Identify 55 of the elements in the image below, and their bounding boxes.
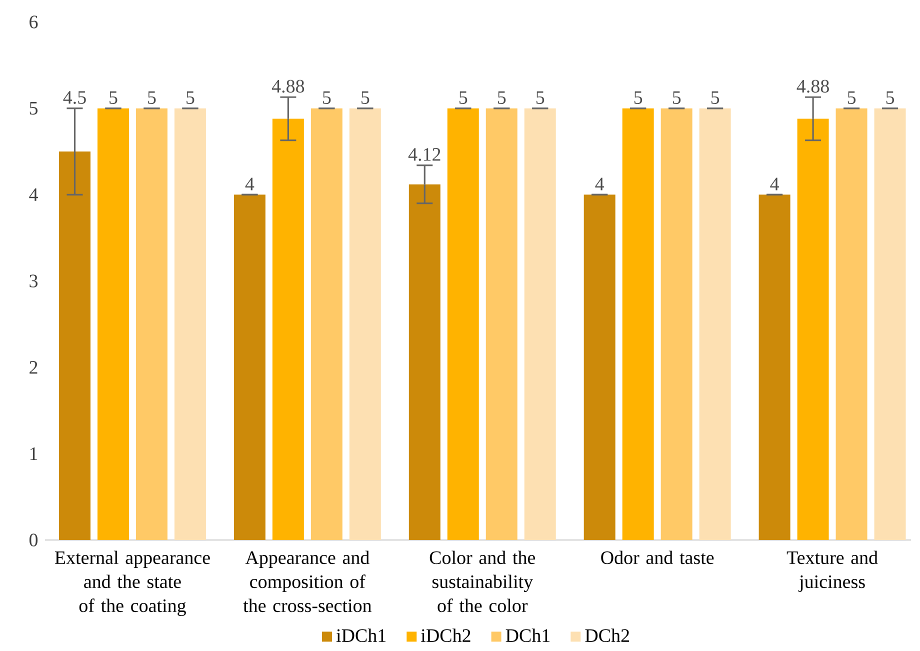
- bar: [136, 108, 168, 540]
- bar: [797, 118, 829, 540]
- x-tick-label: External appearance and the state of the coating: [54, 550, 210, 616]
- bar: [874, 108, 906, 540]
- data-label: 5: [711, 91, 720, 104]
- data-label: 4.88: [796, 80, 829, 93]
- bar: [408, 184, 440, 540]
- bar: [486, 108, 518, 540]
- y-tick-label: 0: [29, 534, 38, 546]
- x-tick-label: Color and the sustainability of the color: [430, 550, 536, 612]
- bar: [660, 108, 692, 540]
- y-tick-label: 5: [30, 102, 38, 115]
- bar: [524, 108, 556, 540]
- legend-label: DCh1: [506, 628, 550, 642]
- bar: [234, 194, 266, 540]
- data-label: 5: [672, 91, 681, 104]
- data-label: 5: [110, 91, 118, 104]
- legend-label: DCh2: [585, 628, 629, 642]
- y-tick-label: 4: [29, 188, 38, 201]
- legend-label: iDCh2: [421, 628, 470, 642]
- data-label: 5: [323, 91, 331, 104]
- bar: [622, 108, 654, 540]
- legend-label: iDCh1: [336, 628, 386, 642]
- y-tick-label: 1: [30, 447, 38, 460]
- y-tick-label: 3: [30, 274, 38, 288]
- data-label: 4: [770, 178, 780, 190]
- bar: [174, 108, 206, 540]
- bar: [699, 108, 731, 540]
- data-label: 5: [362, 91, 370, 104]
- data-label: 4.5: [63, 91, 86, 104]
- data-label: 5: [634, 91, 642, 104]
- data-label: 5: [186, 91, 194, 104]
- bar: [272, 118, 304, 540]
- data-label: 5: [886, 91, 894, 104]
- bar: [836, 108, 868, 540]
- data-label: 4.12: [408, 148, 440, 161]
- bar: [584, 194, 616, 540]
- y-tick-label: 2: [30, 361, 38, 374]
- data-label: 4.88: [272, 80, 304, 93]
- bar: [447, 108, 479, 540]
- data-label: 4: [245, 178, 254, 190]
- y-tick-label: 6: [30, 16, 38, 28]
- data-label: 5: [498, 91, 506, 104]
- bar: [349, 108, 381, 540]
- data-label: 5: [536, 91, 544, 104]
- bar: [758, 194, 790, 540]
- data-label: 5: [459, 91, 468, 104]
- data-label: 4: [595, 178, 604, 190]
- bar: [310, 108, 342, 540]
- bar: [59, 152, 90, 540]
- x-tick-label: Texture and juiciness: [786, 550, 878, 592]
- x-tick-label: Odor and taste: [601, 550, 714, 564]
- bar: [97, 108, 129, 540]
- data-label: 5: [148, 91, 156, 104]
- data-label: 5: [848, 91, 856, 104]
